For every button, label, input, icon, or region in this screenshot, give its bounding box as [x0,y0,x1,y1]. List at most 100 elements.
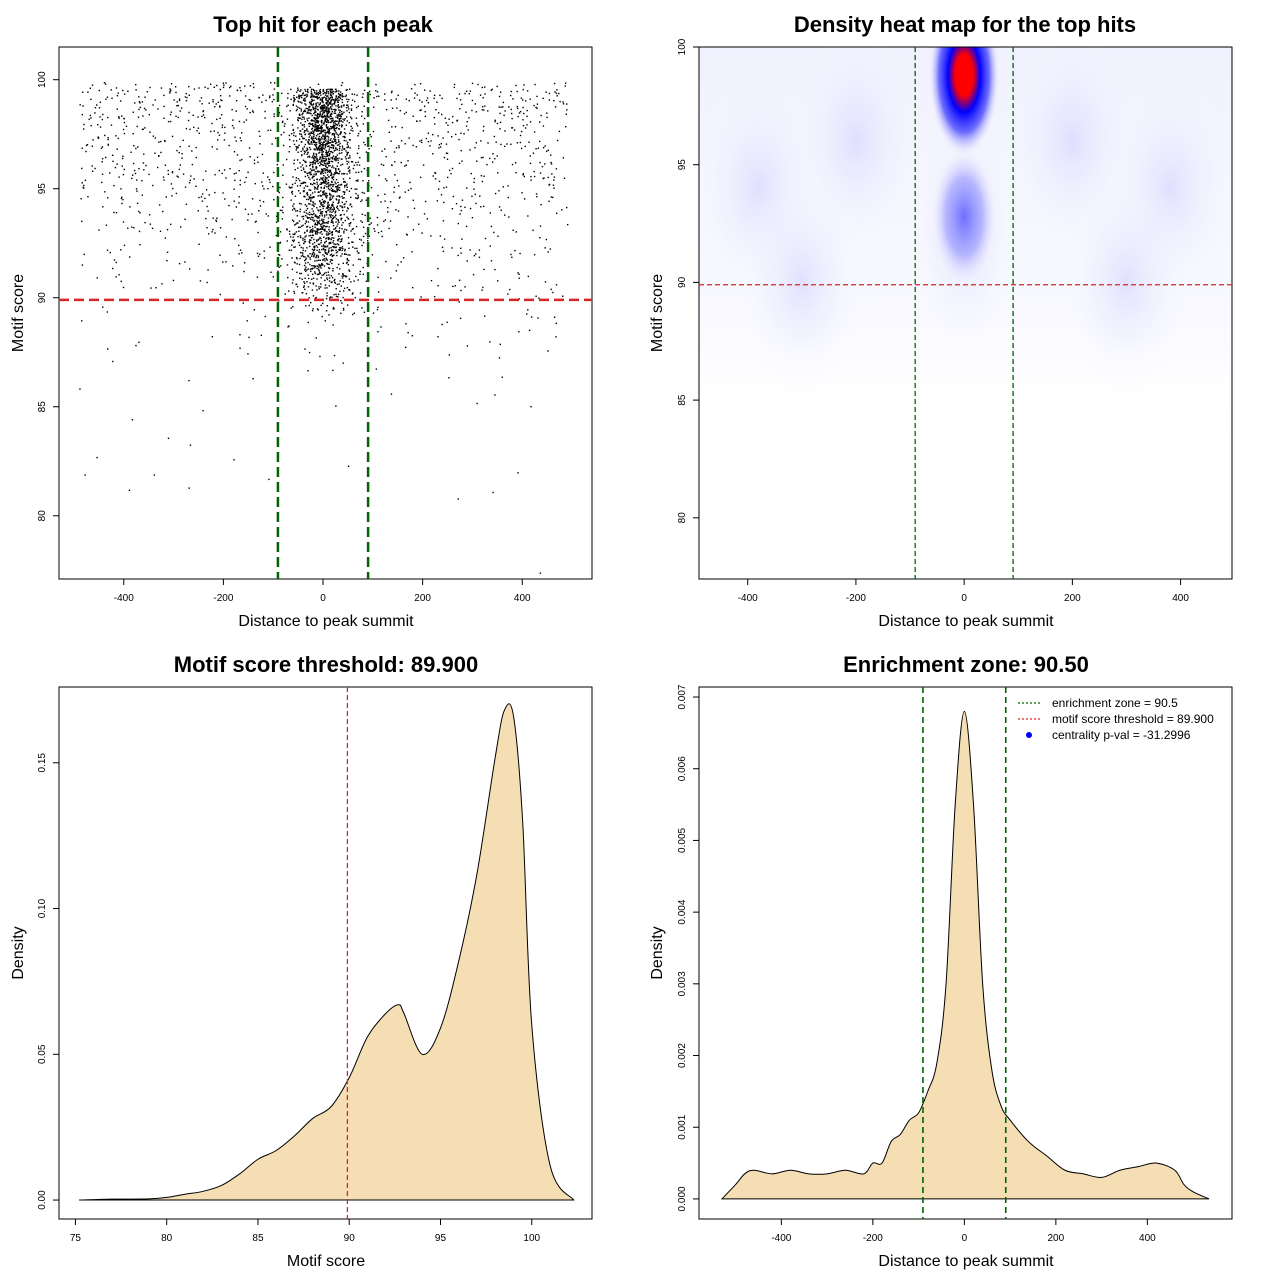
scatter-point [350,281,352,283]
scatter-point [299,210,301,213]
scatter-point [242,302,244,304]
scatter-point [378,95,380,97]
scatter-point [315,102,317,105]
scatter-point [347,146,349,149]
scatter-point [328,250,330,253]
scatter-point [115,276,117,278]
scatter-point [313,141,316,143]
scatter-point [311,177,313,179]
scatter-point [305,221,308,223]
scatter-point [154,137,157,139]
scatter-point [311,192,314,194]
scatter-point [333,145,335,147]
scatter-point [339,248,341,251]
scatter-point [306,128,308,130]
scatter-point [320,150,323,152]
scatter-point [547,176,549,179]
scatter-point [316,183,319,185]
scatter-point [342,197,344,199]
scatter-point [306,229,308,231]
scatter-point [321,274,323,276]
scatter-point [336,133,338,135]
scatter-point [331,204,333,207]
scatter-point [181,157,183,159]
scatter-point [309,282,311,284]
scatter-point [320,230,323,233]
scatter-point [493,231,495,234]
scatter-point [311,127,314,130]
scatter-point [346,257,348,260]
scatter-point [282,206,284,208]
scatter-point [248,99,251,101]
scatter-point [229,86,231,89]
scatter-point [335,249,337,252]
scatter-point [315,142,317,144]
scatter-point [315,172,318,175]
scatter-point [327,158,330,160]
scatter-point [320,132,322,134]
scatter-point [296,222,298,224]
scatter-point [315,128,317,130]
scatter-point [138,210,140,213]
legend-swatch-pval [1026,732,1032,738]
scatter-point [325,92,327,94]
scatter-point [314,188,316,190]
scatter-point [399,196,401,198]
scatter-point [293,290,295,293]
scatter-point [123,168,125,171]
scatter-point [345,150,347,152]
legend-label: enrichment zone = 90.5 [1052,696,1178,710]
scatter-point [351,241,353,243]
scatter-point [98,107,101,109]
scatter-point [321,315,323,318]
scatter-point [499,112,501,115]
scatter-point [420,296,422,298]
scatter-point [337,293,340,296]
scatter-point [343,197,345,199]
scatter-point [290,199,292,201]
panel-score-density: Motif score threshold: 89.900 75 80 85 90 95… [10,652,593,1270]
scatter-point [320,223,323,225]
scatter-point [306,216,308,218]
scatter-point [395,98,397,100]
scatter-point [377,194,379,197]
scatter-point [327,188,330,190]
scatter-point [327,169,329,171]
scatter-point [343,111,345,113]
scatter-point [323,92,326,94]
scatter-point [439,94,441,97]
scatter-point [335,186,338,188]
scatter-point [404,191,407,193]
scatter-point [348,225,351,227]
scatter-point [317,228,319,230]
scatter-point [244,95,247,97]
scatter-point [307,109,310,112]
scatter-point [134,172,137,175]
scatter-point [318,217,320,219]
scatter-point [332,270,334,272]
scatter-point [416,120,418,123]
scatter-point [324,120,326,123]
scatter-point [131,174,134,176]
scatter-point [329,189,331,191]
scatter-point [343,203,345,206]
scatter-point [329,232,331,235]
scatter-point [341,147,344,149]
scatter-point [90,98,92,101]
x-tick-label: -400 [738,593,758,604]
scatter-point [328,109,330,111]
scatter-point [336,117,339,119]
scatter-point [315,105,317,107]
scatter-point [337,263,340,266]
scatter-point [323,110,326,112]
scatter-point [341,149,343,151]
scatter-point [533,131,536,133]
scatter-point [526,115,528,118]
scatter-point [326,152,328,155]
scatter-point [329,115,332,117]
scatter-point [329,192,331,195]
scatter-point [413,97,416,99]
scatter-point [489,245,491,247]
scatter-point [239,347,241,349]
scatter-point [539,237,541,239]
